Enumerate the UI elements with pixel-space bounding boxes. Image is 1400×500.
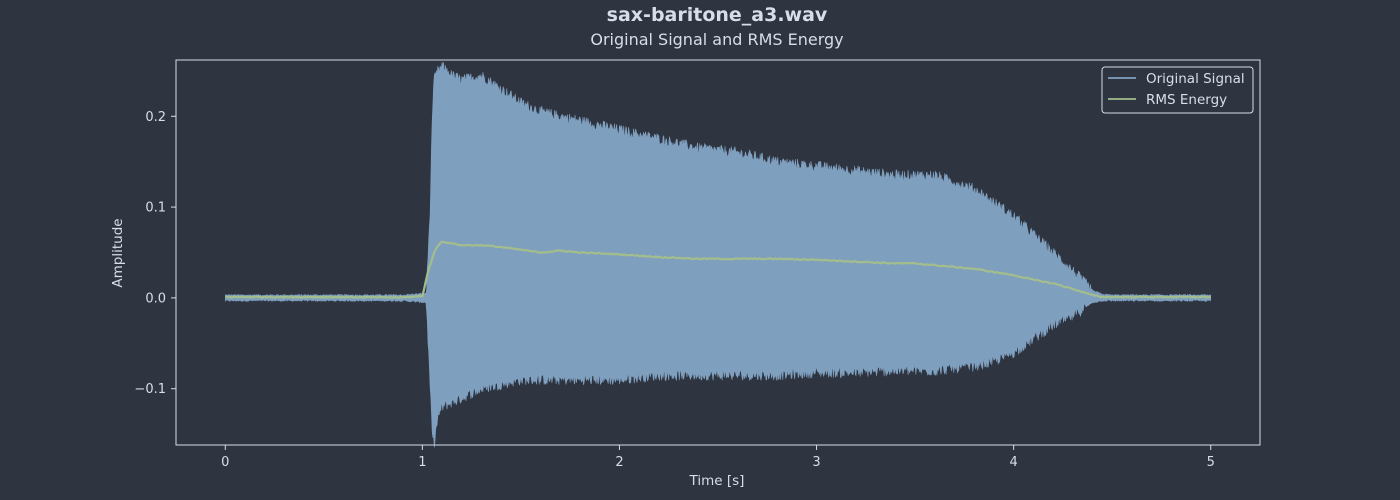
x-tick-label: 3 [812,455,820,470]
legend: Original Signal RMS Energy [1101,66,1254,114]
x-tick-label: 5 [1207,455,1215,470]
y-tick-label: −0.1 [134,382,166,397]
chart-subtitle: Original Signal and RMS Energy [590,30,843,49]
plot-frame [175,59,1261,446]
y-tick-label: 0.1 [145,201,166,216]
legend-label-rms-energy: RMS Energy [1146,92,1227,108]
legend-box [1101,66,1254,114]
x-axis-ticks: 0 1 2 3 4 5 [221,445,1215,470]
x-tick-label: 0 [221,455,229,470]
x-tick-label: 4 [1009,455,1017,470]
x-tick-label: 2 [615,455,623,470]
y-tick-label: 0.0 [145,291,166,306]
y-axis-ticks: −0.1 0.0 0.1 0.2 [134,110,176,397]
plot-area [225,61,1212,448]
x-tick-label: 1 [418,455,426,470]
x-axis-label: Time [s] [689,473,745,489]
chart-title: sax-baritone_a3.wav [607,4,828,26]
series-rms-energy [225,240,1212,299]
legend-label-original-signal: Original Signal [1146,71,1245,87]
series-original-signal [225,61,1211,448]
y-axis-label: Amplitude [110,218,126,287]
y-tick-label: 0.2 [145,110,166,125]
